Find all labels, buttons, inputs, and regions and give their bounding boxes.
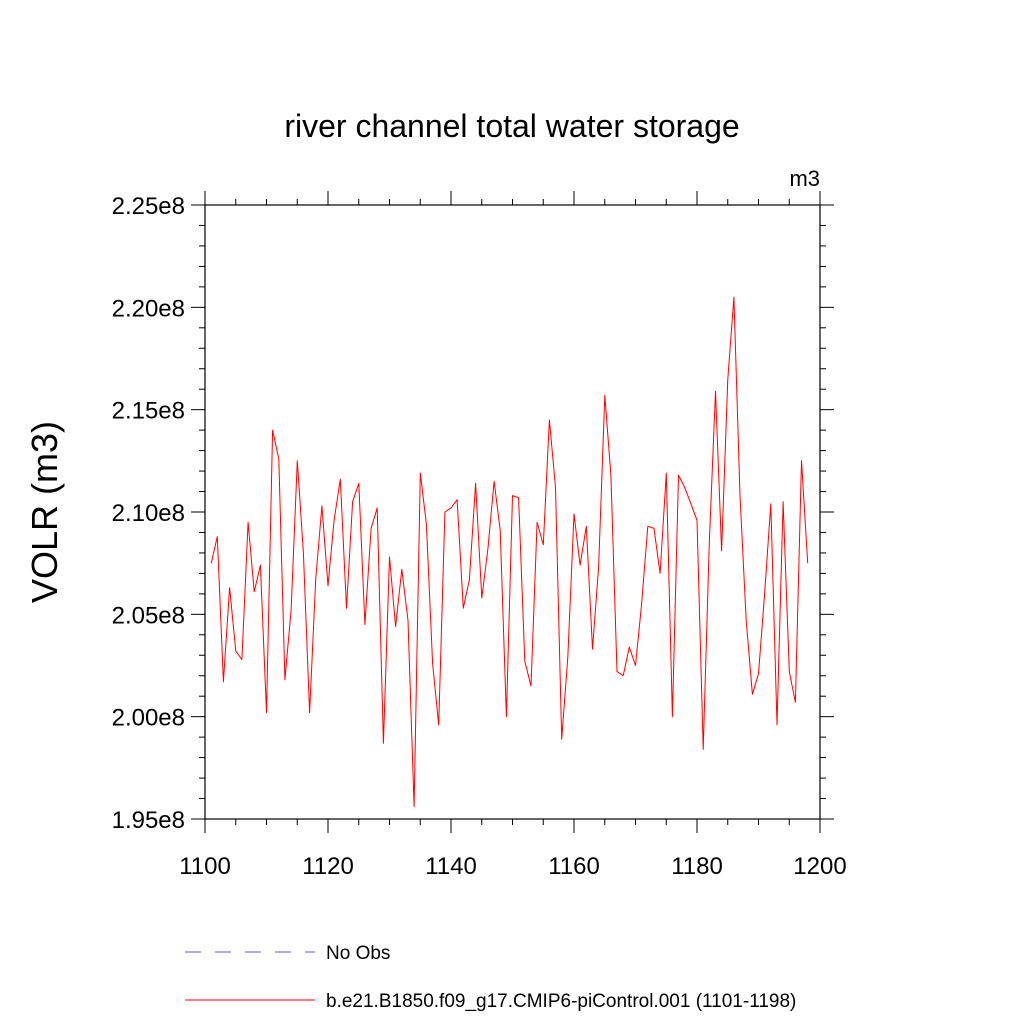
- y-tick-label: 2.00e8: [112, 705, 185, 732]
- series-line: [210, 296, 809, 808]
- legend: No Obs b.e21.B1850.f09_g17.CMIP6-piContro…: [185, 943, 796, 1012]
- plot-frame: [204, 204, 821, 820]
- x-tick-label: 1140: [425, 853, 477, 880]
- x-tick-label: 1100: [179, 853, 231, 880]
- y-tick-label: 2.25e8: [112, 193, 185, 220]
- y-axis-label: VOLR (m3): [24, 421, 65, 603]
- y-tick-label: 2.15e8: [112, 398, 185, 425]
- chart-title: river channel total water storage: [284, 108, 739, 144]
- units-label: m3: [789, 166, 820, 191]
- x-tick-label: 1200: [793, 853, 846, 880]
- y-tick-label: 1.95e8: [112, 807, 185, 834]
- x-tick-label: 1180: [671, 853, 723, 880]
- x-tick-label: 1120: [302, 853, 354, 880]
- legend-label: No Obs: [326, 943, 390, 964]
- tick-labels: 1100 1120 1140 1160 1180 1200 1.95e8 2.00e8 2.05…: [112, 193, 847, 880]
- y-tick-label: 2.05e8: [112, 602, 185, 629]
- legend-label: b.e21.B1850.f09_g17.CMIP6-piControl.001 …: [326, 991, 796, 1012]
- y-tick-label: 2.20e8: [112, 295, 185, 322]
- ticks: [191, 191, 834, 833]
- series-layer: [210, 296, 809, 808]
- y-tick-label: 2.10e8: [112, 500, 185, 527]
- x-tick-label: 1160: [548, 853, 600, 880]
